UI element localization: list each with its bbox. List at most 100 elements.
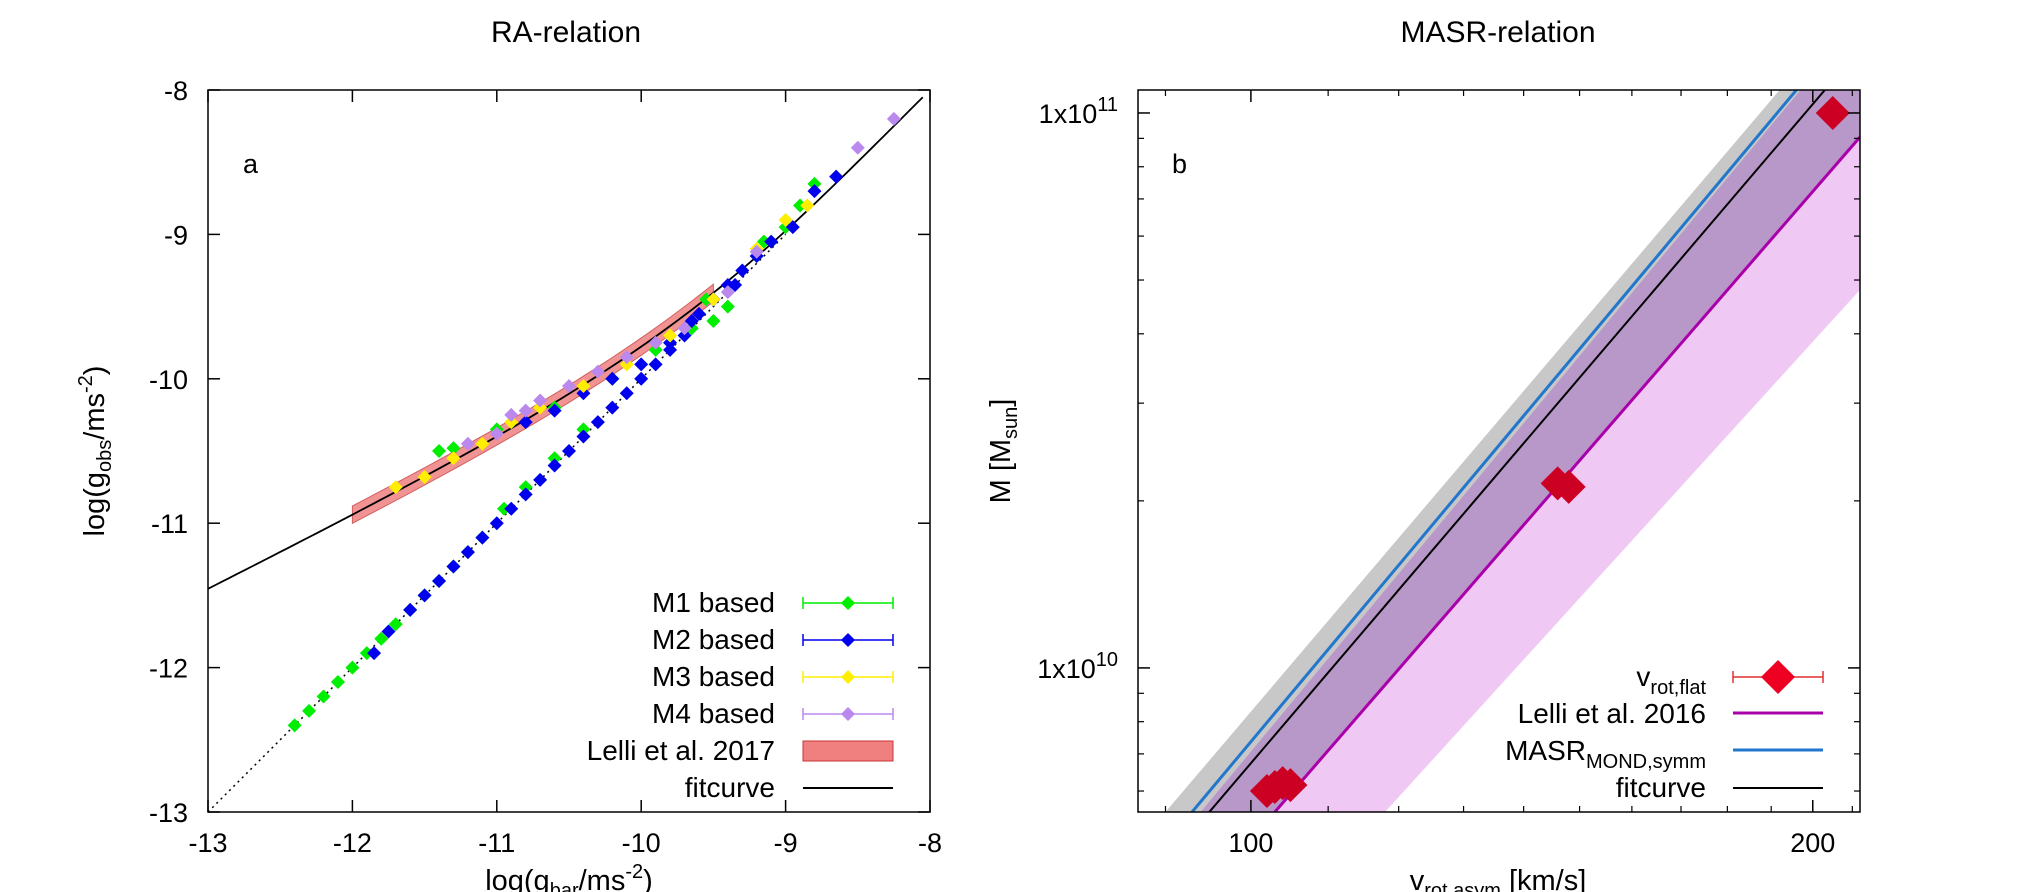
- data-point-m2: [562, 444, 576, 458]
- data-point-m2: [475, 530, 490, 545]
- data-point-m2: [605, 400, 620, 415]
- data-point-m1: [807, 176, 822, 191]
- data-point-m3: [800, 198, 815, 213]
- data-point-m3: [663, 328, 678, 343]
- fitcurve-a: [207, 96, 924, 590]
- data-point-m1: [756, 234, 771, 249]
- panel-b-legend: vrot,flat Lelli et al. 2016 MASRMOND,sym…: [1505, 660, 1824, 803]
- data-point-m1: [388, 617, 403, 632]
- data-point-m4: [677, 321, 692, 336]
- data-point-m3: [446, 451, 461, 466]
- legend-marker: [841, 670, 855, 684]
- panel-b-title: MASR-relation: [1400, 16, 1595, 49]
- data-point-m4: [720, 285, 735, 300]
- vrot-flat-point: [1815, 95, 1850, 130]
- legend-marker: [841, 633, 855, 647]
- data-point-m3: [504, 415, 519, 430]
- panel-a-label: a: [243, 149, 259, 179]
- data-point-m1: [684, 321, 699, 336]
- legend-label-fitcurve-b: fitcurve: [1616, 772, 1706, 803]
- data-point-m4: [460, 436, 475, 451]
- band-purple: [1200, 90, 1860, 812]
- data-point-m1: [446, 441, 461, 456]
- data-point-m3: [417, 469, 432, 484]
- x-tick-label-a: -8: [918, 828, 942, 858]
- panel-a-ylabel: log(gobs/ms-2): [75, 366, 116, 537]
- data-point-m2: [691, 306, 706, 321]
- data-point-m3: [475, 436, 490, 451]
- legend-label-m1: M1 based: [652, 587, 775, 618]
- data-point-m1: [374, 631, 389, 646]
- x-tick-label-a: -9: [774, 828, 798, 858]
- data-point-m4: [886, 111, 901, 126]
- data-point-m1: [287, 718, 302, 733]
- data-point-m2: [590, 415, 605, 430]
- data-point-m1: [345, 660, 360, 675]
- data-point-m3: [706, 292, 721, 307]
- data-point-m1: [316, 689, 331, 704]
- data-point-m2: [367, 646, 382, 661]
- data-point-m4: [533, 393, 548, 408]
- y-tick-label-b: 1x1010: [1037, 649, 1118, 684]
- data-point-m2: [648, 357, 663, 372]
- data-point-m2: [460, 545, 475, 560]
- panel-a-legend: M1 based M2 based M3 based M4 based Lell…: [587, 587, 894, 803]
- lelli2017-band: [351, 283, 714, 525]
- data-point-m2: [663, 335, 678, 350]
- y-tick-label-b: 1x1011: [1039, 94, 1118, 129]
- data-point-m3: [619, 357, 634, 372]
- panel-a: RA-relation -13 -12 -11 -10 -9 -8 -13 -12 -11 -10…: [75, 16, 942, 892]
- vrot-flat-point: [1273, 768, 1308, 803]
- legend-label-masr-mond: MASRMOND,symm: [1505, 735, 1706, 773]
- x-tick-label-a: -13: [188, 828, 227, 858]
- data-point-m2: [576, 429, 591, 444]
- data-point-m2: [489, 516, 504, 531]
- legend-swatch-lelli2017: [802, 740, 894, 762]
- data-point-m2: [663, 342, 678, 357]
- data-point-m2: [432, 573, 447, 588]
- data-point-m4: [489, 426, 504, 441]
- data-point-m2: [446, 559, 461, 574]
- data-point-m2: [619, 386, 634, 401]
- data-point-m3: [533, 400, 548, 415]
- data-point-m1: [497, 501, 512, 516]
- panel-b-frame: [1137, 89, 1861, 813]
- legend-marker: [841, 707, 855, 721]
- x-tick-label-a: -12: [333, 828, 372, 858]
- data-point-m4: [562, 379, 576, 394]
- legend-label-m3: M3 based: [652, 661, 775, 692]
- data-point-m4: [619, 350, 634, 365]
- legend-label-m4: M4 based: [652, 698, 775, 729]
- data-point-m2: [807, 184, 822, 199]
- data-point-m1: [576, 422, 591, 437]
- data-point-m2: [547, 458, 562, 473]
- data-point-m1: [648, 342, 663, 357]
- data-point-m2: [785, 220, 800, 235]
- data-point-m1: [518, 480, 533, 495]
- data-point-m2: [576, 386, 591, 401]
- y-tick-label-a: -12: [149, 654, 188, 684]
- data-point-m1: [359, 646, 374, 661]
- panel-a-frame: [207, 89, 931, 813]
- data-point-m1: [547, 451, 562, 466]
- data-point-m2: [533, 472, 548, 487]
- x-tick-label-b: 100: [1228, 828, 1273, 858]
- data-point-m2: [504, 501, 519, 516]
- data-point-m3: [388, 480, 403, 495]
- data-point-m2: [829, 169, 844, 184]
- panel-a-xlabel: log(gbar/ms-2): [485, 861, 653, 892]
- panel-b-label: b: [1172, 149, 1187, 179]
- data-point-m1: [778, 220, 793, 235]
- x-tick-label-a: -10: [622, 828, 661, 858]
- data-point-m2: [735, 263, 750, 278]
- data-point-m1: [720, 299, 735, 314]
- legend-label-lelli2016: Lelli et al. 2016: [1518, 698, 1706, 729]
- data-point-m2: [728, 277, 743, 292]
- data-point-m2: [634, 371, 649, 386]
- data-point-m1: [330, 675, 345, 690]
- data-point-m3: [576, 379, 591, 394]
- data-point-m2: [720, 277, 735, 292]
- data-point-m2: [634, 357, 649, 372]
- legend-label-fitcurve-a: fitcurve: [685, 772, 775, 803]
- data-point-m1: [793, 198, 808, 213]
